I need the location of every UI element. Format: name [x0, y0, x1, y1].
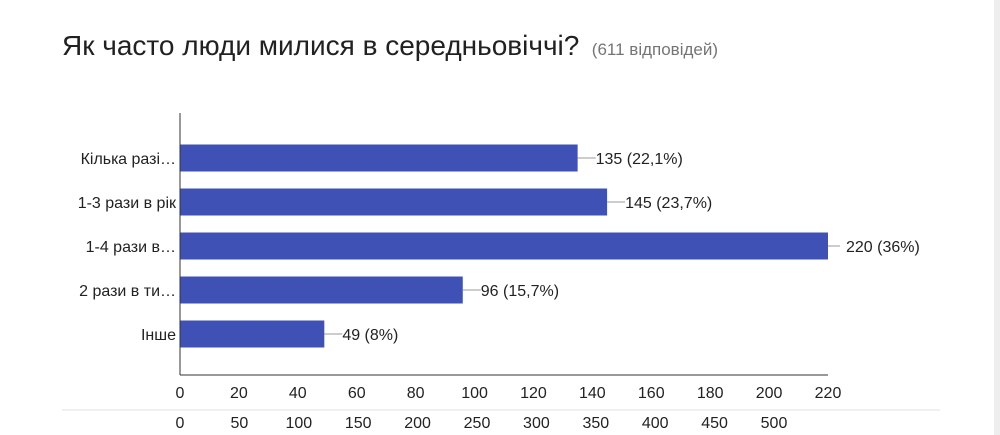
x-tick-label: 20 [230, 385, 248, 402]
category-label: Кількa разі… [81, 151, 176, 168]
bar [180, 188, 608, 216]
x-tick-label: 180 [697, 385, 724, 402]
data-label: 96 (15,7%) [481, 283, 559, 300]
x-tick-label: 140 [579, 385, 606, 402]
secondary-tick-label: 300 [523, 415, 550, 432]
secondary-tick-label: 450 [701, 415, 728, 432]
secondary-tick-label: 500 [761, 415, 788, 432]
x-tick-label: 60 [348, 385, 366, 402]
x-tick-label: 100 [461, 385, 488, 402]
data-label: 49 (8%) [342, 327, 398, 344]
x-tick-label: 0 [176, 385, 185, 402]
secondary-tick-label: 50 [231, 415, 249, 432]
category-label: 2 рази в ти… [79, 283, 176, 300]
secondary-tick-label: 200 [404, 415, 431, 432]
secondary-tick-label: 250 [464, 415, 491, 432]
x-tick-label: 200 [756, 385, 783, 402]
x-tick-label: 40 [289, 385, 307, 402]
x-tick-label: 160 [638, 385, 665, 402]
data-label: 220 (36%) [846, 239, 920, 256]
x-tick-label: 80 [407, 385, 425, 402]
x-tick-label: 220 [815, 385, 842, 402]
response-count: (611 відповідей) [591, 40, 719, 59]
scrollbar-edge [994, 0, 1000, 435]
bar [180, 144, 578, 172]
chart-header: Як часто люди милися в середньовіччі? (6… [62, 30, 718, 62]
bar [180, 276, 463, 304]
category-label: 1-3 рази в рік [78, 195, 177, 212]
category-label: Інше [141, 327, 176, 344]
bar [180, 232, 828, 260]
data-label: 145 (23,7%) [625, 195, 712, 212]
category-label: 1-4 рази в… [86, 239, 176, 256]
chart-title: Як часто люди милися в середньовіччі? [62, 30, 580, 61]
bar [180, 320, 325, 348]
secondary-tick-label: 0 [176, 415, 185, 432]
secondary-tick-label: 150 [345, 415, 372, 432]
data-label: 135 (22,1%) [596, 151, 683, 168]
secondary-tick-label: 400 [642, 415, 669, 432]
secondary-tick-label: 100 [285, 415, 312, 432]
secondary-tick-label: 350 [582, 415, 609, 432]
x-tick-label: 120 [520, 385, 547, 402]
